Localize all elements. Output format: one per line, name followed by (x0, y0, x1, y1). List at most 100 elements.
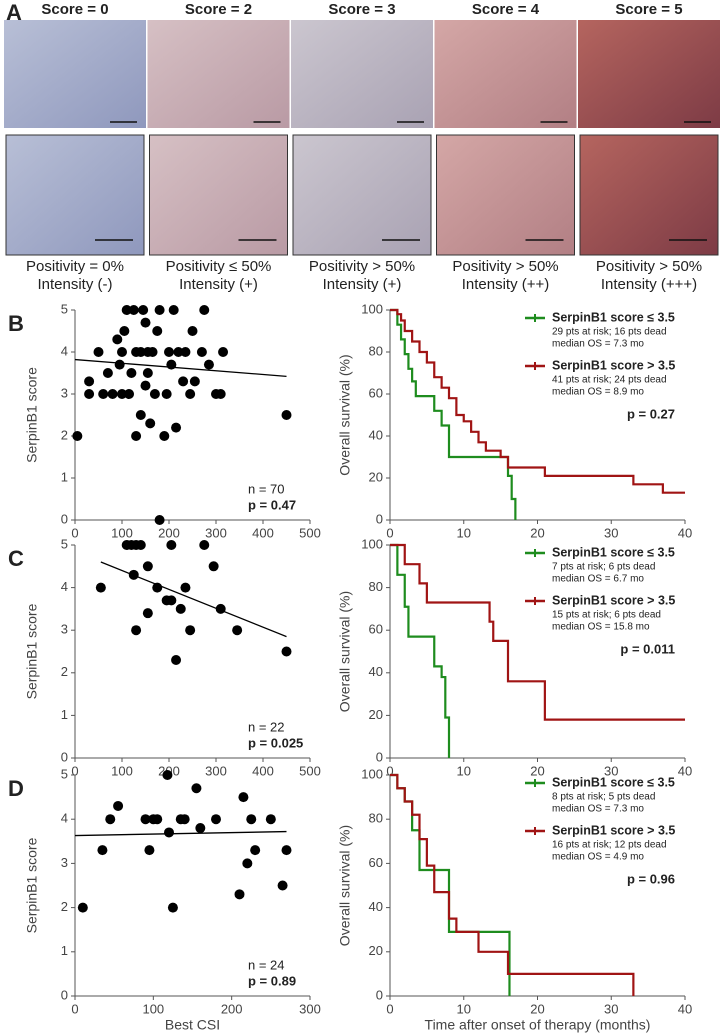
y-tick-label: 20 (369, 469, 383, 484)
x-tick-label: 10 (457, 525, 471, 540)
x-tick-label: 40 (678, 525, 692, 540)
y-axis-title: SerpinB1 score (24, 603, 40, 699)
p-label: p = 0.011 (620, 641, 675, 656)
x-tick-label: 400 (252, 763, 274, 778)
point (117, 347, 127, 357)
p-label: p = 0.47 (248, 497, 296, 512)
point (242, 858, 253, 869)
point (185, 625, 196, 636)
survival-curve (390, 543, 685, 721)
point (135, 540, 146, 550)
micrograph (147, 20, 290, 128)
y-tick-label: 60 (369, 385, 383, 400)
x-tick-label: 30 (604, 763, 618, 778)
y-tick-label: 2 (61, 427, 68, 442)
y-tick-label: 5 (61, 766, 68, 781)
point (215, 389, 226, 399)
x-tick-label: 0 (71, 763, 78, 778)
panel-label: B (8, 311, 24, 336)
legend-detail: median OS = 7.3 mo (552, 804, 644, 815)
legend-label: SerpinB1 score ≤ 3.5 (552, 775, 675, 789)
caption: Intensity (-) (37, 276, 112, 293)
score-label: Score = 2 (185, 1, 252, 18)
x-tick-label: 200 (221, 1001, 243, 1016)
legend-detail: 29 pts at risk; 16 pts dead (552, 327, 667, 338)
point (166, 595, 177, 606)
micrograph (149, 134, 288, 256)
x-tick-label: 40 (678, 763, 692, 778)
x-tick-label: 300 (299, 1001, 321, 1016)
point (199, 540, 210, 550)
point (199, 305, 210, 315)
point (168, 305, 179, 315)
legend-detail: median OS = 7.3 mo (552, 339, 644, 350)
point (180, 582, 191, 593)
x-tick-label: 30 (604, 525, 618, 540)
y-tick-label: 5 (61, 536, 68, 551)
y-tick-label: 60 (369, 622, 383, 637)
point (105, 814, 116, 825)
score-label: Score = 4 (472, 1, 540, 18)
legend-detail: 15 pts at risk; 6 pts dead (552, 610, 661, 621)
x-tick-label: 500 (299, 525, 321, 540)
point (124, 389, 135, 399)
y-axis-title: Overall survival (%) (337, 825, 353, 946)
y-tick-label: 4 (61, 343, 68, 358)
point (121, 305, 132, 315)
y-tick-label: 20 (369, 943, 383, 958)
legend-label: SerpinB1 score > 3.5 (552, 358, 675, 372)
point (246, 814, 257, 825)
point (152, 814, 163, 825)
n-label: n = 70 (248, 481, 285, 496)
x-tick-label: 20 (530, 1001, 544, 1016)
point (142, 368, 153, 378)
y-axis-title: Overall survival (%) (337, 591, 353, 712)
y-tick-label: 60 (369, 855, 383, 870)
point (195, 823, 206, 834)
point (265, 814, 276, 825)
legend-detail: 8 pts at risk; 5 pts dead (552, 792, 655, 803)
point (135, 347, 146, 357)
point (113, 800, 124, 811)
trend-line (74, 830, 287, 837)
point (277, 880, 288, 891)
point (250, 845, 261, 856)
survival-curve (390, 308, 517, 520)
point (189, 376, 200, 387)
x-tick-label: 100 (142, 1001, 164, 1016)
y-tick-label: 100 (361, 536, 383, 551)
y-tick-label: 2 (61, 899, 68, 914)
point (281, 845, 292, 856)
caption: Positivity > 50% (596, 258, 702, 275)
y-axis-title: SerpinB1 score (24, 837, 40, 933)
point (72, 431, 83, 441)
point (140, 814, 151, 825)
legend-detail: 41 pts at risk; 24 pts dead (552, 375, 667, 386)
y-axis-title: Overall survival (%) (337, 354, 353, 475)
point (114, 359, 125, 370)
point (211, 814, 221, 825)
panel-label: C (8, 546, 24, 571)
x-axis-title: Best CSI (165, 1017, 220, 1033)
micrograph (5, 134, 145, 256)
point (140, 380, 151, 391)
survival-curve (390, 543, 451, 758)
point (154, 305, 165, 315)
y-tick-label: 0 (61, 749, 68, 764)
point (166, 540, 177, 550)
x-tick-label: 0 (71, 525, 78, 540)
point (164, 347, 174, 357)
micrograph (578, 20, 720, 128)
legend-detail: median OS = 8.9 mo (552, 387, 644, 398)
trend-line (100, 561, 287, 638)
point (179, 814, 190, 825)
panel-label: D (8, 776, 24, 801)
legend-detail: 16 pts at risk; 12 pts dead (552, 840, 667, 851)
point (142, 608, 153, 619)
micrograph (436, 134, 575, 256)
caption: Intensity (+) (179, 276, 258, 293)
p-label: p = 0.025 (248, 735, 303, 750)
n-label: n = 24 (248, 957, 285, 972)
trend-line (74, 358, 287, 378)
point (159, 431, 170, 441)
